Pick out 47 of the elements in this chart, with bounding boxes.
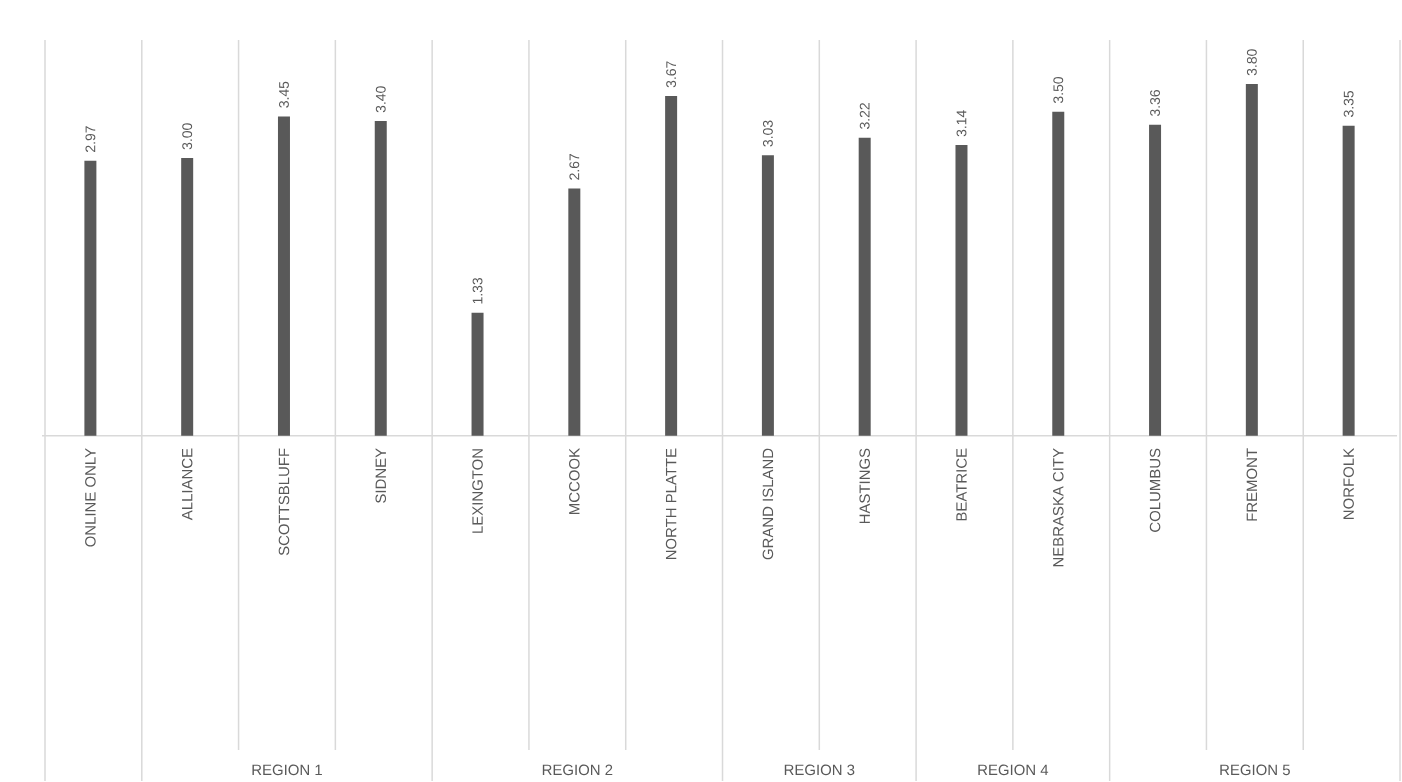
data-label: 3.80 bbox=[1246, 49, 1257, 76]
text: REGION 4 bbox=[978, 764, 1049, 776]
bar bbox=[858, 137, 871, 436]
data-label: 3.67 bbox=[666, 61, 677, 88]
x-tick-label: ONLINE ONLY bbox=[85, 448, 96, 547]
data-label: 3.36 bbox=[1150, 90, 1160, 117]
data-label: 3.40 bbox=[375, 86, 386, 113]
x-tick-label: FREMONT bbox=[1246, 448, 1258, 521]
data-label: 3.22 bbox=[859, 103, 870, 130]
bar bbox=[1342, 125, 1355, 436]
text: REGION 5 bbox=[1220, 764, 1290, 776]
data-label: 3.35 bbox=[1343, 91, 1354, 118]
data-label: 3.45 bbox=[279, 81, 289, 108]
text: REGION 1 bbox=[252, 764, 322, 776]
bar bbox=[181, 158, 194, 436]
data-label: 3.50 bbox=[1053, 77, 1064, 104]
x-tick-label: SCOTTSBLUFF bbox=[278, 448, 290, 556]
x-tick-label: NORTH PLATTE bbox=[665, 448, 677, 560]
bar bbox=[955, 145, 968, 436]
bar bbox=[374, 121, 387, 436]
data-label: 3.03 bbox=[762, 120, 773, 147]
x-tick-label: ALLIANCE bbox=[181, 448, 193, 521]
data-label: 1.33 bbox=[472, 278, 483, 304]
x-tick-label: COLUMBUS bbox=[1149, 448, 1161, 532]
bar bbox=[761, 155, 774, 436]
x-tick-label: HASTINGS bbox=[859, 448, 870, 524]
bar bbox=[1052, 111, 1065, 436]
x-tick-label: BEATRICE bbox=[956, 448, 967, 521]
bar bbox=[471, 312, 484, 436]
data-label: 2.97 bbox=[85, 126, 96, 153]
x-tick-label: LEXINGTON bbox=[472, 449, 483, 533]
data-label: 3.14 bbox=[956, 110, 967, 137]
x-tick-label: SIDNEY bbox=[375, 448, 387, 504]
data-label: 3.00 bbox=[182, 123, 193, 150]
x-tick-label: NEBRASKA CITY bbox=[1052, 448, 1064, 567]
text: REGION 3 bbox=[784, 764, 855, 776]
bar bbox=[277, 116, 290, 436]
text: REGION 2 bbox=[542, 764, 613, 776]
x-tick-label: MCCOOK bbox=[569, 448, 580, 515]
bar bbox=[568, 188, 581, 436]
bar bbox=[665, 96, 678, 436]
data-label: 2.67 bbox=[569, 154, 580, 180]
bar bbox=[1245, 84, 1258, 436]
bar bbox=[84, 160, 97, 436]
bar bbox=[1149, 124, 1162, 436]
x-tick-label: NORFOLK bbox=[1343, 448, 1354, 520]
x-tick-label: GRAND ISLAND bbox=[762, 448, 774, 560]
